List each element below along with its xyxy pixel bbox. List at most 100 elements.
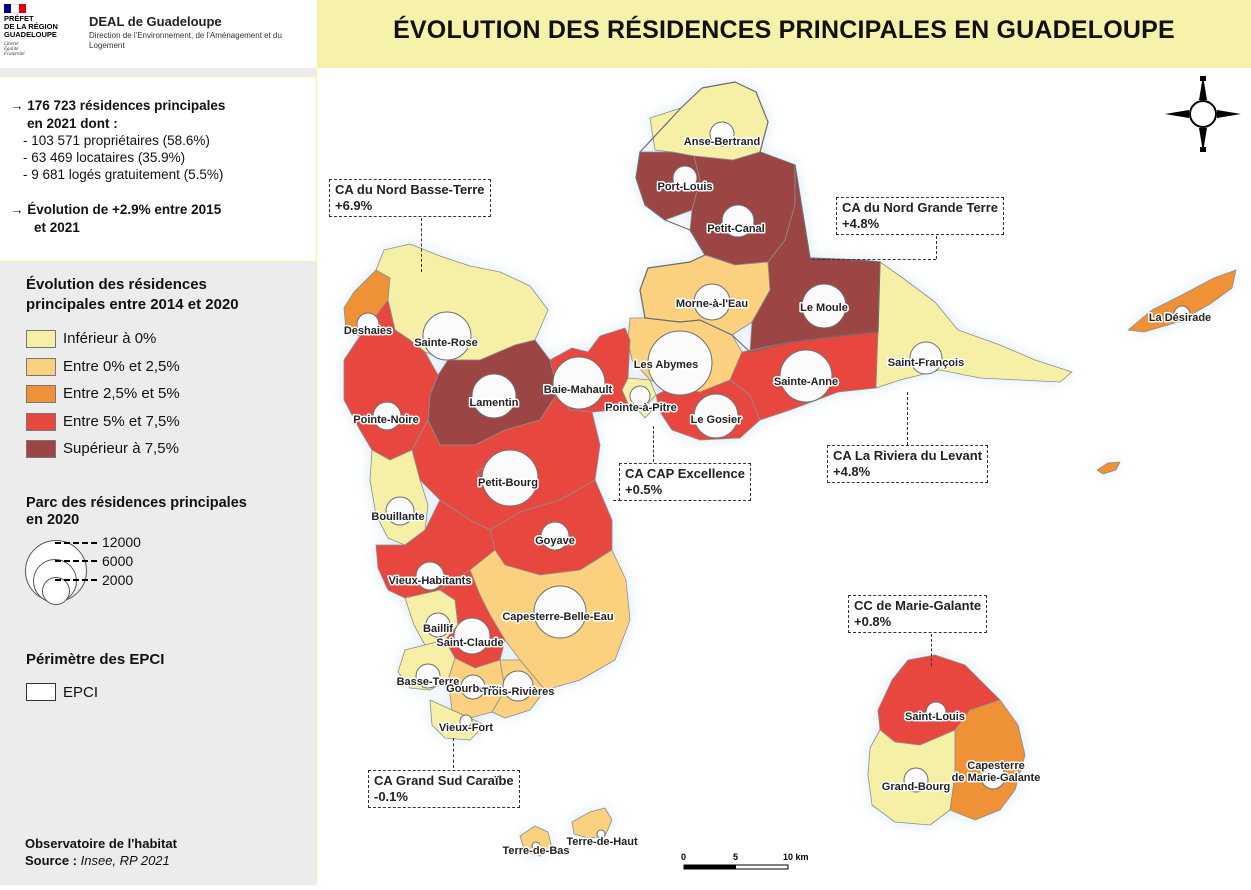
- compass-rose-icon: [1165, 76, 1241, 152]
- stat-free-housed: - 9 681 logés gratuitement (5.5%): [23, 167, 224, 182]
- logo-line: PRÉFET: [4, 14, 34, 23]
- bubble-petit-bourg: [481, 449, 539, 507]
- commune-capesterre-de-marie-galante: [949, 699, 1026, 821]
- label-les-abymes: Les Abymes: [634, 359, 698, 371]
- logo-motto: Égalité: [4, 47, 19, 52]
- bubble-petit-canal: [721, 204, 755, 238]
- legend-swatch: [26, 412, 56, 431]
- epci-outline: [635, 81, 881, 353]
- label-deshaies: Deshaies: [344, 325, 392, 337]
- epci-name: CA du Nord Basse-Terre: [335, 182, 485, 197]
- epci-leader-line: [653, 426, 654, 462]
- legend-swatch: [26, 385, 56, 403]
- epci-name: CA du Nord Grande Terre: [842, 200, 999, 215]
- label-anse-bertrand: Anse-Bertrand: [684, 136, 760, 148]
- source-line: Source : Insee, RP 2021: [25, 853, 170, 868]
- bubbles-layer: [356, 121, 1191, 851]
- epci-value: +6.9%: [335, 198, 373, 213]
- stat-evolution-cont: et 2021: [34, 220, 80, 235]
- bubble-deshaies: [356, 312, 380, 336]
- label-lamentin: Lamentin: [470, 397, 519, 409]
- scale-label: 0: [681, 852, 687, 862]
- bubble-port-louis: [672, 165, 698, 191]
- label-sainte-rose: Sainte-Rose: [414, 337, 478, 349]
- epci-value: +0.5%: [625, 482, 663, 497]
- label-bouillante: Bouillante: [371, 511, 424, 523]
- epci-annotation-marie-galante: CC de Marie-Galante +0.8%: [848, 595, 988, 633]
- bubble-la-desirade: [1173, 305, 1191, 323]
- logo-line: DE LA RÉGION: [4, 22, 58, 31]
- header-organization: PRÉFET DE LA RÉGION GUADELOUPE Liberté É…: [0, 0, 316, 69]
- label-baie-mahault: Baie-Mahault: [544, 384, 613, 396]
- bubble-grand-bourg: [903, 767, 929, 793]
- title-banner: ÉVOLUTION DES RÉSIDENCES PRINCIPALES EN …: [317, 0, 1251, 68]
- label-saint-louis: Saint-Louis: [905, 711, 965, 723]
- epci-leader-line: [931, 634, 932, 666]
- legend-swatch: [26, 440, 56, 458]
- epci-annotation-grand-sud-caraibe: CA Grand Sud Caraïbe -0.1%: [368, 770, 520, 808]
- label-le-gosier: Le Gosier: [691, 414, 742, 426]
- bubble-saint-louis: [925, 701, 947, 723]
- bubble-gourbeyre: [460, 674, 486, 700]
- legend-epci-label: EPCI: [63, 684, 99, 701]
- commune-la-desirade: [1127, 269, 1237, 333]
- stat-renters: - 63 469 locataires (35.9%): [23, 150, 186, 165]
- bubble-saint-francois: [909, 341, 943, 375]
- logo-motto: Fraternité: [4, 52, 25, 57]
- scale-bar: [683, 864, 789, 870]
- map-area: Anse-Bertrand Port-Louis Petit-Canal Morne-…: [317, 68, 1251, 885]
- legend-leader: [55, 560, 97, 562]
- stat-evolution: → Évolution de +2.9% entre 2015: [10, 202, 222, 217]
- bubble-capesterre-belle-eau: [533, 585, 587, 639]
- source-observatory: Observatoire de l'habitat: [25, 836, 177, 851]
- label-trois-rivieres: Trois-Rivières: [482, 686, 555, 698]
- bubble-pointe-noire: [372, 401, 402, 431]
- bubble-le-gosier: [693, 393, 739, 439]
- bubble-pointe-a-pitre: [629, 385, 651, 407]
- legend-class-label: Entre 5% et 7,5%: [63, 412, 180, 430]
- bubble-lamentin: [471, 373, 517, 419]
- bubble-vieux-habitants: [415, 561, 445, 591]
- epci-value: +4.8%: [833, 464, 871, 479]
- choropleth-map: Anse-Bertrand Port-Louis Petit-Canal Morne-…: [342, 76, 1241, 870]
- flag-icon: [4, 4, 26, 13]
- source-prefix: Source :: [25, 853, 81, 868]
- logo-motto: Liberté: [4, 42, 19, 47]
- label-capesterre-belle-eau: Capesterre-Belle-Eau: [502, 611, 613, 623]
- label-grand-bourg: Grand-Bourg: [882, 781, 950, 793]
- commune-terre-de-bas: [519, 825, 553, 857]
- label-terre-de-haut: Terre-de-Haut: [566, 836, 638, 848]
- epci-leader-line: [453, 738, 454, 768]
- label-vieux-fort: Vieux-Fort: [439, 722, 494, 734]
- stat-total-cont: en 2021 dont :: [27, 116, 118, 131]
- label-capesterre-de-marie-galante: Capesterre: [967, 760, 1024, 772]
- label-basse-terre: Basse-Terre: [397, 676, 460, 688]
- bubble-anse-bertrand: [709, 121, 735, 147]
- epci-annotation-nord-basse-terre: CA du Nord Basse-Terre +6.9%: [329, 179, 491, 217]
- legend-evolution-title: Évolution des résidences: [26, 276, 207, 293]
- bubble-trois-rivieres: [502, 670, 534, 702]
- commune-anse-bertrand: [649, 81, 769, 161]
- commune-terre-de-haut: [571, 807, 613, 839]
- bubble-les-abymes: [647, 330, 713, 396]
- epci-value: -0.1%: [374, 789, 408, 804]
- label-saint-claude: Saint-Claude: [436, 637, 503, 649]
- epci-annotation-cap-excellence: CA CAP Excellence +0.5%: [619, 463, 751, 501]
- bubble-capesterre-de-marie-galante: [980, 764, 1006, 790]
- legend-evolution-title: principales entre 2014 et 2020: [26, 296, 239, 313]
- label-baillif: Baillif: [423, 623, 453, 635]
- legend-size-title: Parc des résidences principales: [26, 495, 247, 511]
- epci-name: CC de Marie-Galante: [854, 598, 982, 613]
- legend-class-label: Entre 0% et 2,5%: [63, 357, 180, 375]
- petite-terre-islet: [1096, 461, 1121, 475]
- legend-class-label: Inférieur à 0%: [63, 330, 157, 347]
- label-gourbeyre: Gourbeyre: [446, 683, 502, 695]
- epci-name: CA Grand Sud Caraïbe: [374, 773, 514, 788]
- bubble-le-moule: [801, 283, 847, 329]
- epci-leader-line: [613, 500, 621, 501]
- bubble-saint-claude: [453, 617, 491, 655]
- legend-swatch: [26, 357, 56, 376]
- legend-size-label: 2000: [102, 572, 134, 588]
- epci-leader-line: [907, 392, 908, 445]
- epci-leader-line: [936, 236, 937, 259]
